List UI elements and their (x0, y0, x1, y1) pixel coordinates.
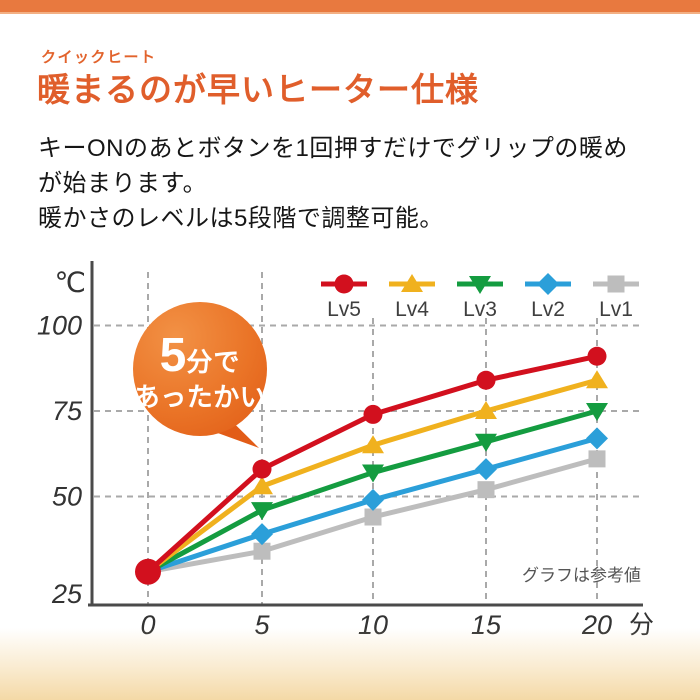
callout-line-1: 5 分で (159, 328, 241, 382)
callout-bubble: 5 分で あったかい (133, 302, 267, 436)
y-axis-unit-label: ℃ (55, 267, 86, 298)
chart-legend: Lv5 Lv4 Lv3 Lv2 Lv1 (321, 273, 639, 321)
chart-note: グラフは参考値 (522, 566, 641, 585)
series-Lv1 (145, 450, 606, 575)
svg-text:50: 50 (52, 482, 82, 512)
legend-label-Lv3: Lv3 (463, 298, 497, 321)
legend-label-Lv2: Lv2 (531, 298, 565, 321)
page-title: 暖まるのが早いヒーター仕様 (37, 71, 479, 108)
legend-label-Lv5: Lv5 (327, 298, 361, 321)
svg-text:25: 25 (51, 579, 83, 609)
top-accent-bar (0, 0, 700, 14)
chart-axes (88, 261, 643, 607)
series-Lv3 (145, 403, 608, 575)
legend-label-Lv4: Lv4 (395, 298, 429, 321)
bottom-gradient-band (0, 628, 700, 700)
legend-label-Lv1: Lv1 (599, 298, 633, 321)
eyebrow-label: クイックヒート (41, 49, 157, 66)
series-Lv4 (145, 370, 608, 575)
chart-start-point (135, 558, 161, 585)
callout-line-2: あったかい (133, 381, 267, 412)
intro-line-2: が始まります。 (38, 170, 208, 197)
callout-line-1-rest: 分で (186, 346, 241, 377)
intro-line-3: 暖かさのレベルは5段階で調整可能。 (38, 205, 444, 232)
series-Lv2 (145, 427, 608, 575)
svg-text:100: 100 (37, 311, 82, 341)
callout-big-number: 5 (159, 328, 187, 382)
svg-text:75: 75 (52, 396, 83, 426)
intro-text: キーONのあとボタンを1回押すだけでグリップの暖め が始まります。 暖かさのレベ… (38, 131, 628, 236)
intro-line-1: キーONのあとボタンを1回押すだけでグリップの暖め (38, 135, 628, 162)
series-Lv5 (145, 346, 607, 575)
